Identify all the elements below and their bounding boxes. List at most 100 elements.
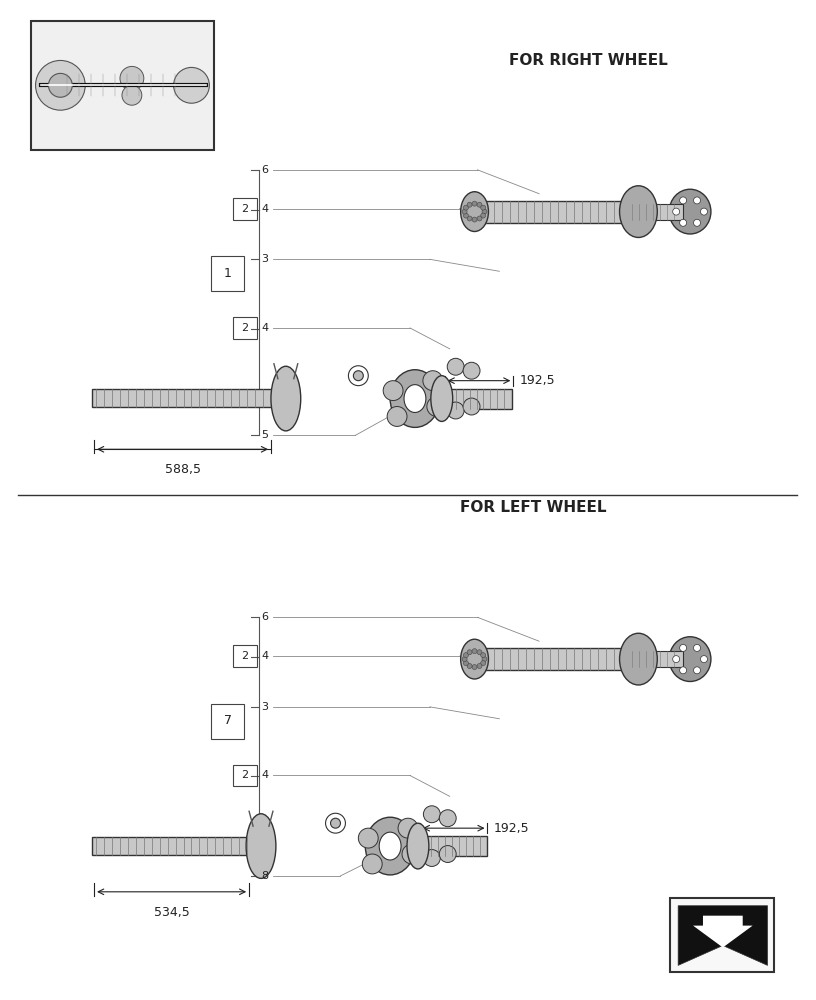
Ellipse shape [387, 407, 407, 426]
Ellipse shape [407, 823, 429, 869]
Bar [475, 648, 628, 670]
Circle shape [463, 205, 468, 210]
Ellipse shape [271, 366, 301, 431]
Circle shape [472, 665, 477, 670]
Circle shape [472, 201, 477, 206]
Ellipse shape [330, 818, 340, 828]
Bar [211, 256, 244, 291]
Circle shape [477, 202, 482, 207]
Polygon shape [678, 906, 768, 965]
Circle shape [672, 208, 680, 215]
Circle shape [36, 60, 85, 110]
Bar [670, 898, 774, 972]
Circle shape [477, 216, 482, 221]
Circle shape [467, 216, 472, 221]
Ellipse shape [447, 402, 464, 419]
Circle shape [700, 208, 707, 215]
Text: 6: 6 [261, 165, 268, 175]
Circle shape [481, 213, 486, 218]
Text: FOR LEFT WHEEL: FOR LEFT WHEEL [459, 500, 606, 515]
Circle shape [694, 667, 700, 674]
Bar [233, 317, 257, 339]
Text: 4: 4 [261, 651, 268, 661]
Circle shape [467, 202, 472, 207]
Ellipse shape [619, 633, 658, 685]
Bar [445, 389, 512, 409]
Text: 534,5: 534,5 [153, 906, 189, 919]
Ellipse shape [424, 806, 441, 823]
Circle shape [481, 661, 486, 666]
Text: 588,5: 588,5 [165, 463, 201, 476]
Text: 192,5: 192,5 [494, 822, 529, 835]
Ellipse shape [669, 189, 711, 234]
Circle shape [680, 219, 686, 226]
Text: 4: 4 [261, 770, 268, 780]
Circle shape [694, 197, 700, 204]
Ellipse shape [619, 186, 658, 237]
Circle shape [477, 650, 482, 655]
Circle shape [122, 85, 142, 105]
Circle shape [463, 661, 468, 666]
Circle shape [472, 649, 477, 654]
Bar [233, 645, 257, 667]
Circle shape [700, 656, 707, 663]
Circle shape [174, 67, 210, 103]
Ellipse shape [379, 832, 401, 860]
Bar [420, 836, 487, 856]
Ellipse shape [404, 385, 426, 412]
Ellipse shape [463, 362, 480, 379]
Ellipse shape [390, 370, 440, 427]
Text: 5: 5 [261, 430, 268, 440]
Ellipse shape [463, 398, 480, 415]
Text: 4: 4 [261, 204, 268, 214]
Ellipse shape [427, 397, 446, 416]
Circle shape [463, 653, 468, 658]
Circle shape [120, 66, 144, 90]
Ellipse shape [439, 810, 456, 827]
Ellipse shape [402, 844, 422, 864]
Circle shape [467, 650, 472, 655]
Text: 2: 2 [242, 323, 249, 333]
Ellipse shape [439, 846, 456, 862]
Circle shape [694, 219, 700, 226]
Circle shape [694, 644, 700, 651]
Bar [92, 389, 273, 407]
Circle shape [680, 644, 686, 651]
Ellipse shape [353, 371, 363, 381]
Bar [211, 704, 244, 739]
Ellipse shape [461, 192, 489, 232]
Circle shape [48, 73, 73, 97]
Text: 2: 2 [242, 651, 249, 661]
Ellipse shape [362, 854, 382, 874]
Ellipse shape [384, 381, 403, 401]
Text: 6: 6 [261, 612, 268, 622]
Text: 7: 7 [224, 714, 232, 727]
Ellipse shape [366, 817, 415, 875]
Text: FOR RIGHT WHEEL: FOR RIGHT WHEEL [509, 53, 668, 68]
Circle shape [680, 197, 686, 204]
Text: 3: 3 [261, 702, 268, 712]
Polygon shape [693, 916, 752, 948]
Circle shape [481, 205, 486, 210]
Circle shape [477, 664, 482, 668]
Text: 2: 2 [242, 204, 249, 214]
Bar [628, 204, 683, 220]
Ellipse shape [423, 371, 443, 391]
Circle shape [680, 667, 686, 674]
Text: 1: 1 [224, 267, 232, 280]
Bar [92, 837, 251, 855]
Text: 4: 4 [261, 323, 268, 333]
Circle shape [462, 657, 467, 662]
Circle shape [482, 657, 487, 662]
Bar [475, 201, 628, 223]
Ellipse shape [398, 818, 418, 838]
Ellipse shape [447, 358, 464, 375]
Circle shape [482, 209, 487, 214]
Text: 8: 8 [261, 871, 268, 881]
Bar [233, 198, 257, 220]
Ellipse shape [246, 814, 276, 878]
Circle shape [472, 217, 477, 222]
Text: 192,5: 192,5 [519, 374, 555, 387]
Circle shape [463, 213, 468, 218]
Bar [628, 651, 683, 667]
